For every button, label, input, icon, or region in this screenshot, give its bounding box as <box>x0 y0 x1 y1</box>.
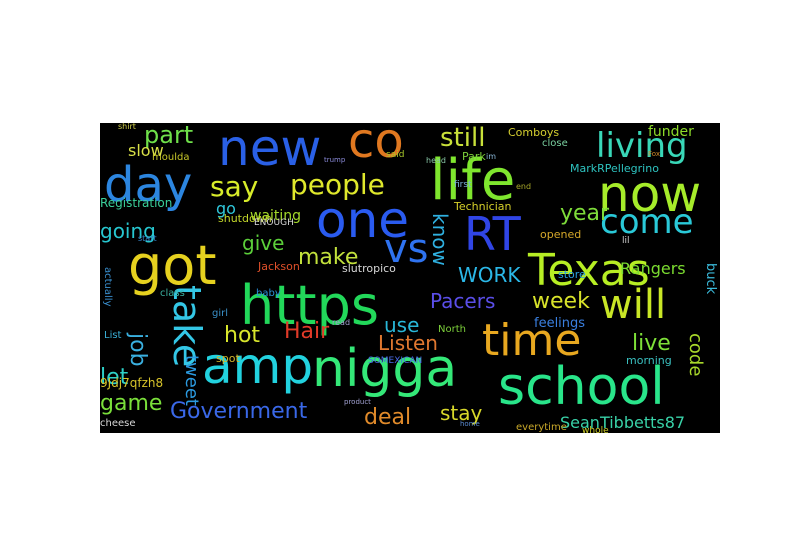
word: week <box>532 289 590 314</box>
word: deal <box>364 405 412 430</box>
word: make <box>298 245 359 270</box>
word: 9Jdj7qfzh8 <box>100 376 164 390</box>
word: whole <box>582 426 609 434</box>
word: will <box>600 282 667 328</box>
word: go <box>216 199 236 218</box>
word: live <box>632 331 671 356</box>
word: ENOUGH <box>254 218 294 228</box>
word: co <box>348 123 404 169</box>
word: now <box>598 165 702 223</box>
word: Hair <box>284 319 330 344</box>
word: got <box>128 234 217 297</box>
word: time <box>482 315 582 366</box>
word: cheese <box>100 418 136 429</box>
word: first <box>454 180 472 190</box>
word: funder <box>648 124 694 140</box>
word: MarkRPellegrino <box>570 162 659 175</box>
word: im <box>486 152 497 161</box>
word: come <box>600 202 694 242</box>
word: game <box>100 391 163 416</box>
word: give <box>242 231 285 255</box>
word: said <box>386 150 405 160</box>
word: part <box>144 123 194 149</box>
word: say <box>210 170 259 203</box>
word: Registration <box>100 196 173 210</box>
word: waiting <box>250 208 302 224</box>
word: opened <box>540 228 582 241</box>
word: moulda <box>152 152 190 163</box>
word: stay <box>440 401 483 425</box>
word: Government <box>170 399 308 424</box>
word: List <box>104 330 122 341</box>
word: North <box>438 324 466 335</box>
word: lil <box>622 236 630 246</box>
word: hot <box>224 323 261 348</box>
word: morning <box>626 354 672 367</box>
word: Fox <box>648 150 660 158</box>
word: head <box>426 156 446 165</box>
word: read <box>332 318 351 327</box>
word: going <box>100 219 156 243</box>
word: code <box>685 333 706 377</box>
word: close <box>542 138 568 149</box>
word: new <box>218 123 322 177</box>
word: https <box>240 274 379 337</box>
word: tweet <box>181 355 202 406</box>
word: start <box>138 234 157 243</box>
word: vs <box>384 226 429 272</box>
word: end <box>516 182 532 191</box>
word: product <box>344 398 371 406</box>
word: buck <box>703 263 718 295</box>
word: people <box>290 168 385 201</box>
word: Jackson <box>258 260 300 273</box>
word: girl <box>212 308 229 319</box>
word: know <box>428 213 452 266</box>
word: Comboys <box>508 126 560 139</box>
word: life <box>430 148 516 213</box>
word: WORK <box>458 263 521 287</box>
word-cloud: https nigga amp school life now day new … <box>100 123 720 433</box>
word: everytime <box>516 422 567 433</box>
word: actually <box>102 267 113 307</box>
word: home <box>460 420 480 428</box>
word: Listen <box>378 331 438 355</box>
word: Technician <box>454 200 512 213</box>
word: year <box>560 201 610 226</box>
word: Park <box>462 150 486 163</box>
word: slutropico <box>342 262 396 275</box>
word: take <box>165 285 209 368</box>
word: shutdown <box>218 212 272 225</box>
word: one <box>316 191 410 249</box>
word: SeanTibbetts87 <box>560 413 686 432</box>
word: spot <box>216 352 240 365</box>
word: Texas <box>528 245 650 296</box>
word: nigga <box>312 339 458 399</box>
word: feelings <box>534 316 586 331</box>
word: Rangers <box>620 259 686 278</box>
word: let <box>100 365 129 390</box>
word: job <box>125 333 150 367</box>
word: SOMEXICAN <box>368 356 423 366</box>
word: living <box>596 126 688 166</box>
word: store <box>558 268 586 281</box>
word: slow <box>128 141 164 160</box>
word: trump <box>324 156 346 164</box>
word: school <box>498 357 665 417</box>
word: day <box>104 157 193 213</box>
word: Pacers <box>430 289 496 313</box>
word: still <box>440 123 486 153</box>
word: class <box>160 288 185 299</box>
word: baby <box>256 288 281 299</box>
word: use <box>384 313 420 337</box>
word: shirt <box>118 123 136 131</box>
word: amp <box>202 337 314 395</box>
word: RT <box>464 207 521 261</box>
